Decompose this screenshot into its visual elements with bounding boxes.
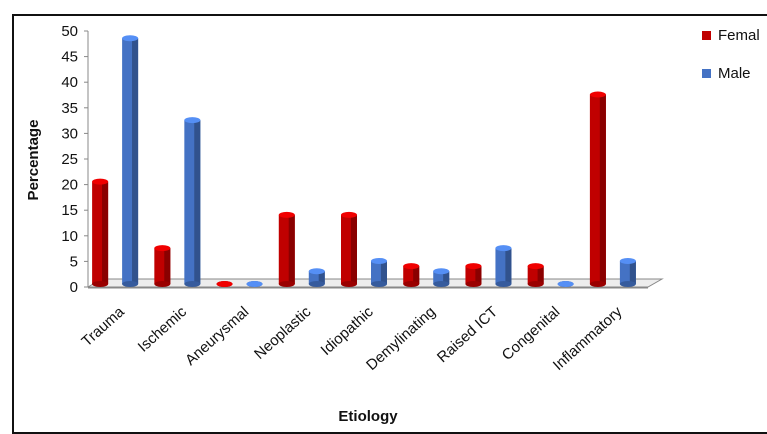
bar-shade: [599, 94, 606, 284]
y-tick-label: 25: [61, 151, 78, 168]
bar-bottom-cap: [619, 281, 636, 287]
bar-male-aneurysmal: [246, 281, 263, 287]
bar-shade: [443, 271, 450, 284]
bar-shade: [288, 214, 295, 284]
bar-top-cap: [154, 245, 171, 252]
bar-bottom-cap: [371, 281, 387, 287]
bar-bottom-cap: [341, 281, 357, 287]
legend-label: Male: [718, 65, 751, 82]
x-axis-title: Etiology: [338, 408, 398, 424]
bar-femal-inflammatory: [589, 91, 606, 287]
y-tick-label: 20: [61, 177, 78, 194]
bar-femal-trauma: [92, 178, 109, 287]
bar-femal-raised-ict: [465, 263, 482, 287]
x-tick-label: Aneurysmal: [182, 303, 252, 369]
x-tick-label: Congenital: [499, 303, 564, 364]
bar-femal-neoplastic: [278, 211, 295, 287]
bar-male-congenital: [557, 281, 574, 287]
x-tick-label: Raised ICT: [434, 303, 501, 366]
bar-top-cap: [433, 268, 450, 275]
bar-top-cap: [619, 257, 636, 264]
y-tick-label: 40: [61, 74, 78, 91]
bar-bottom-cap: [495, 281, 512, 287]
bar-bottom-cap: [589, 281, 606, 287]
bar-femal-demylinating: [403, 263, 420, 287]
bar-top-cap: [465, 263, 482, 270]
bar-bottom-cap: [184, 281, 201, 287]
legend-item-male: Male: [702, 65, 751, 82]
bar-male-trauma: [122, 35, 139, 287]
y-axis: 0 5 10 15 20 25 30 35 40 45 50: [61, 23, 89, 296]
bar-top-cap: [122, 35, 139, 42]
bar-top-cap: [557, 281, 574, 287]
y-axis-title: Percentage: [25, 120, 42, 201]
y-tick-label: 15: [61, 202, 78, 219]
y-tick-label: 0: [70, 279, 78, 296]
bar-shade: [318, 271, 325, 284]
bar-top-cap: [341, 211, 357, 218]
legend-label: Femal: [718, 27, 760, 44]
y-tick-label: 35: [61, 100, 78, 117]
bar-bottom-cap: [122, 281, 139, 287]
bar-top-cap: [92, 178, 109, 185]
legend-swatch: [702, 31, 711, 40]
bar-bottom-cap: [278, 281, 295, 287]
bar-shade: [132, 38, 139, 284]
bar-male-idiopathic: [371, 257, 387, 287]
bar-top-cap: [184, 117, 201, 124]
bar-male-inflammatory: [619, 257, 636, 287]
bar-bottom-cap: [92, 281, 109, 287]
bar-top-cap: [246, 281, 263, 287]
bar-top-cap: [278, 211, 295, 218]
bar-chart: 0 5 10 15 20 25 30 35 40 45 50 Trauma IschemicAneur…: [25, 23, 760, 424]
bar-male-demylinating: [433, 268, 450, 287]
bar-top-cap: [527, 263, 544, 270]
bar-bottom-cap: [403, 281, 420, 287]
legend-item-femal: Femal: [702, 27, 760, 44]
bar-shade: [629, 260, 636, 284]
y-tick-label: 5: [70, 253, 78, 270]
bar-shade: [350, 214, 357, 284]
x-tick-label: Neoplastic: [251, 303, 315, 363]
bar-shade: [537, 266, 544, 284]
bar-femal-aneurysmal: [216, 281, 233, 287]
y-tick-label: 50: [61, 23, 78, 40]
bar-bottom-cap: [154, 281, 171, 287]
bar-shade: [505, 248, 512, 284]
y-tick-label: 30: [61, 125, 78, 142]
bar-bottom-cap: [527, 281, 544, 287]
y-tick-label: 45: [61, 49, 78, 66]
bar-femal-ischemic: [154, 245, 171, 287]
bar-top-cap: [589, 91, 606, 98]
x-tick-label: Trauma: [78, 303, 128, 350]
legend-swatch: [702, 69, 711, 78]
bar-top-cap: [216, 281, 233, 287]
bar-bottom-cap: [308, 281, 325, 287]
bar-shade: [194, 120, 201, 284]
bar-top-cap: [371, 257, 387, 264]
bar-shade: [413, 266, 420, 284]
x-tick-label: Idiopathic: [318, 303, 377, 359]
bar-top-cap: [403, 263, 420, 270]
bar-femal-congenital: [527, 263, 544, 287]
bar-male-neoplastic: [308, 268, 325, 287]
bar-shade: [164, 248, 171, 284]
bar-shade: [102, 181, 109, 284]
x-tick-label: Ischemic: [135, 303, 191, 356]
bars: [92, 35, 636, 287]
bar-male-ischemic: [184, 117, 201, 287]
bar-male-raised-ict: [495, 245, 512, 287]
y-tick-label: 10: [61, 228, 78, 245]
bar-bottom-cap: [465, 281, 482, 287]
bar-top-cap: [308, 268, 325, 275]
bar-top-cap: [495, 245, 512, 252]
legend: Femal Male: [702, 27, 760, 82]
bar-femal-idiopathic: [341, 211, 357, 287]
bar-bottom-cap: [433, 281, 450, 287]
bar-shade: [380, 260, 387, 284]
bar-shade: [475, 266, 482, 284]
